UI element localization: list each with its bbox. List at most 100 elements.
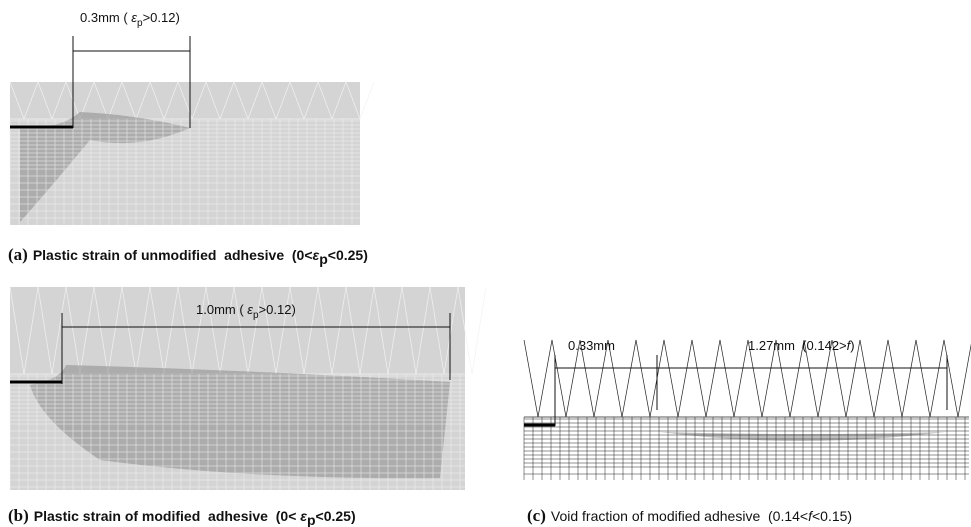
dimension-label: 1.0mm ( εp>0.12): [196, 302, 296, 321]
mesh-line: [205, 286, 221, 375]
mesh-line: [79, 286, 95, 375]
mesh-line: [149, 286, 165, 375]
subscript: p: [307, 512, 316, 527]
mesh-line: [471, 286, 487, 375]
symbol: f: [847, 338, 852, 353]
panel-label: (c): [527, 506, 546, 525]
mesh-line: [957, 343, 971, 418]
subscript: p: [319, 251, 328, 267]
mesh-line: [677, 339, 693, 418]
mesh-line: [817, 339, 833, 418]
mesh-line: [219, 81, 235, 120]
mesh-line: [873, 339, 889, 418]
symbol: ε: [247, 302, 253, 317]
mesh-line: [135, 286, 151, 375]
text: <0.15): [812, 508, 852, 524]
mesh-line: [275, 286, 291, 375]
mesh-line: [901, 339, 917, 418]
mesh-line: [121, 81, 137, 120]
mesh-line: [345, 286, 361, 375]
plastic-zone: [30, 365, 450, 479]
mesh-line: [289, 81, 305, 120]
mesh-line: [523, 339, 539, 418]
mesh-line: [887, 339, 903, 418]
mesh-line: [261, 286, 277, 375]
mesh-line: [107, 81, 123, 120]
mesh-line: [789, 339, 805, 418]
mesh-line: [621, 339, 637, 418]
mesh-line: [51, 286, 67, 375]
mesh-line: [429, 286, 445, 375]
mesh-line: [387, 286, 403, 375]
subscript: p: [253, 310, 259, 321]
mesh-line: [443, 286, 459, 375]
mesh-line: [359, 286, 375, 375]
mesh-background: [524, 340, 969, 480]
caption: (c) Void fraction of modified adhesive (0…: [527, 506, 852, 525]
mesh-line: [929, 339, 945, 418]
panel-label: (a): [8, 245, 28, 264]
mesh-line: [163, 286, 179, 375]
mesh-line: [705, 339, 721, 418]
mesh-line: [65, 286, 81, 375]
mesh-line: [593, 339, 609, 418]
mesh-line: [457, 286, 473, 375]
mesh-line: [303, 286, 319, 375]
mesh-line: [233, 286, 249, 375]
mesh-line: [747, 339, 763, 418]
mesh-line: [261, 81, 277, 120]
mesh-line: [23, 81, 39, 120]
text: Plastic strain of modified adhesive (0<: [34, 508, 300, 524]
text: 0.3mm (: [80, 10, 131, 25]
mesh-line: [775, 339, 791, 418]
mesh-line: [149, 81, 165, 120]
mesh-line: [663, 339, 679, 418]
text: >0.12): [259, 302, 296, 317]
text: ): [850, 338, 854, 353]
symbol: ε: [300, 508, 307, 524]
mesh-line: [37, 81, 53, 120]
mesh-line: [565, 339, 581, 418]
mesh-line: [135, 81, 151, 120]
mesh-line: [415, 286, 431, 375]
text: <0.25): [328, 247, 368, 263]
mesh-line: [635, 339, 651, 418]
dimension-label: 0.3mm ( εp>0.12): [80, 10, 180, 29]
mesh-line: [579, 339, 595, 418]
mesh-line: [191, 81, 207, 120]
symbol: ε: [313, 247, 320, 263]
text: 1.27mm (0.142>: [748, 338, 847, 353]
mesh-line: [607, 339, 623, 418]
mesh-line: [831, 339, 847, 418]
text: <0.25): [316, 508, 356, 524]
mesh-line: [359, 81, 375, 120]
mesh-line: [345, 81, 361, 120]
mesh-line: [107, 286, 123, 375]
mesh-line: [191, 286, 207, 375]
text: Plastic strain of unmodified adhesive (0…: [33, 247, 313, 263]
dimension-label: 1.27mm (0.142>f): [748, 338, 855, 353]
mesh-line: [51, 81, 67, 120]
mesh-line: [373, 286, 389, 375]
mesh-line: [691, 339, 707, 418]
mesh-line: [303, 81, 319, 120]
mesh-line: [859, 339, 875, 418]
caption: (b) Plastic strain of modified adhesive (…: [8, 506, 356, 527]
mesh-line: [331, 286, 347, 375]
text: Void fraction of modified adhesive (0.14…: [551, 508, 808, 524]
mesh-line: [317, 81, 333, 120]
plastic-zone: [20, 112, 190, 222]
mesh-line: [233, 81, 249, 120]
mesh-line: [943, 339, 959, 418]
symbol: ε: [131, 10, 137, 25]
mesh-line: [915, 339, 931, 418]
text: 1.0mm (: [196, 302, 247, 317]
mesh-line: [401, 286, 417, 375]
mesh-line: [733, 339, 749, 418]
mesh-line: [289, 286, 305, 375]
dimension-label: 0.33mm: [568, 338, 615, 353]
mesh-line: [275, 81, 291, 120]
mesh-line: [219, 286, 235, 375]
mesh-line: [121, 286, 137, 375]
